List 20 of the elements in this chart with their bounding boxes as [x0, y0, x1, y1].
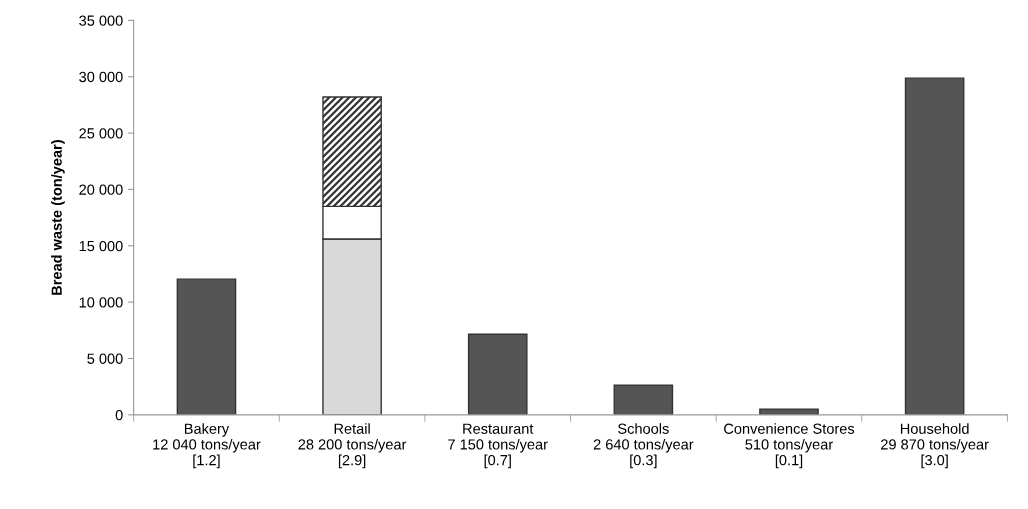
y-tick-label: 20 000: [79, 184, 123, 195]
bar: [904, 77, 965, 415]
x-tick-label: Convenience Stores 510 tons/year [0.1]: [724, 423, 855, 469]
y-tick-label: 5 000: [87, 353, 123, 364]
bar: [176, 278, 237, 415]
y-tick-label: 35 000: [79, 15, 123, 26]
y-tick-label: 30 000: [79, 71, 123, 83]
bar: [467, 333, 528, 415]
x-tick-label: Retail 28 200 tons/year [2.9]: [298, 423, 407, 469]
y-tick-label: 25 000: [79, 128, 123, 139]
y-tick-label: 0: [115, 409, 123, 421]
bar: [759, 408, 819, 415]
y-tick-label: 15 000: [79, 240, 123, 252]
x-tick-label: Schools 2 640 tons/year [0.3]: [593, 423, 694, 469]
x-tick-label: Household 29 870 tons/year [3.0]: [881, 423, 989, 469]
y-axis-title: Bread waste (ton/year): [51, 140, 65, 295]
x-tick-label: Restaurant 7 150 tons/year [0.7]: [448, 423, 548, 469]
bar: [613, 384, 674, 415]
y-tick-label: 10 000: [79, 297, 123, 308]
x-tick-label: Bakery 12 040 tons/year [1.2]: [153, 423, 261, 469]
